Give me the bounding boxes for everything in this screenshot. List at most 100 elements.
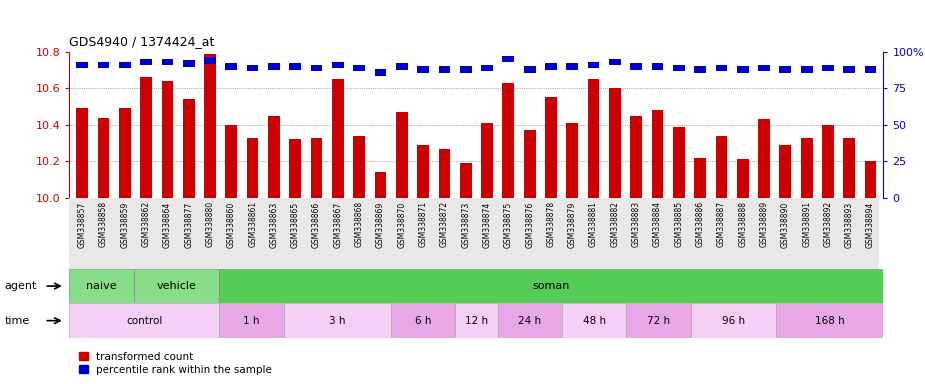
Bar [587,79,599,198]
Bar [119,62,130,68]
Text: GSM338867: GSM338867 [333,201,342,248]
Bar [566,63,578,70]
Bar [758,119,770,198]
Bar [417,145,429,198]
Bar [844,66,855,73]
Bar [247,137,258,198]
Text: GSM338873: GSM338873 [462,201,470,248]
Text: GSM338893: GSM338893 [845,201,854,248]
Bar [865,161,877,198]
Bar [162,81,173,198]
Bar [587,62,599,68]
Text: 24 h: 24 h [518,316,541,326]
Text: GSM338883: GSM338883 [632,201,641,247]
Bar [396,63,408,70]
Bar [69,303,219,338]
Text: GSM338888: GSM338888 [738,201,747,247]
Text: soman: soman [533,281,570,291]
Bar [626,303,691,338]
Bar [219,269,883,303]
Text: 3 h: 3 h [329,316,345,326]
Bar [695,158,706,198]
Bar [737,66,748,73]
Text: GSM338875: GSM338875 [504,201,512,248]
Text: GSM338881: GSM338881 [589,201,598,247]
Text: GSM338889: GSM338889 [759,201,769,247]
Bar [438,149,450,198]
Text: GSM338869: GSM338869 [376,201,385,248]
Bar [268,116,279,198]
Bar [502,83,514,198]
Bar [776,303,883,338]
Text: GSM338891: GSM338891 [802,201,811,247]
Text: GSM338892: GSM338892 [823,201,832,247]
Text: GSM338863: GSM338863 [269,201,278,248]
Bar [801,66,812,73]
Text: GSM338868: GSM338868 [354,201,364,247]
Text: 96 h: 96 h [722,316,745,326]
Bar [801,137,812,198]
Bar [716,136,727,198]
Bar [141,59,152,65]
Bar [651,63,663,70]
Text: GSM338879: GSM338879 [568,201,577,248]
Bar [566,123,578,198]
Bar [524,130,536,198]
Bar [353,65,365,71]
Bar [780,145,791,198]
Bar [545,63,557,70]
Text: GSM338884: GSM338884 [653,201,662,247]
Bar [390,303,455,338]
Text: GSM338880: GSM338880 [205,201,215,247]
Bar [226,63,237,70]
Bar [76,62,88,68]
Bar [284,303,390,338]
Bar [691,303,776,338]
Bar [69,269,133,303]
Bar [481,65,493,71]
Text: 168 h: 168 h [815,316,845,326]
Bar [141,78,152,198]
Bar [375,69,387,76]
Bar [119,108,130,198]
Bar [375,172,387,198]
Bar [460,66,472,73]
Text: 1 h: 1 h [243,316,260,326]
Bar [353,136,365,198]
Text: agent: agent [5,281,37,291]
Bar [183,99,194,198]
Text: GSM338894: GSM338894 [866,201,875,248]
Bar [695,66,706,73]
Bar [609,88,621,198]
Text: GSM338876: GSM338876 [525,201,534,248]
Text: GSM338890: GSM338890 [781,201,790,248]
Text: vehicle: vehicle [156,281,196,291]
Text: GSM338871: GSM338871 [419,201,427,247]
Text: GSM338882: GSM338882 [610,201,620,247]
Text: 12 h: 12 h [464,316,488,326]
Bar [498,303,562,338]
Bar [651,110,663,198]
Bar [290,63,302,70]
Bar [311,137,323,198]
Text: GSM338862: GSM338862 [142,201,151,247]
Text: GSM338857: GSM338857 [78,201,87,248]
Text: GSM338887: GSM338887 [717,201,726,247]
Bar [268,63,279,70]
Text: GSM338859: GSM338859 [120,201,130,248]
Bar [758,65,770,71]
Text: GSM338885: GSM338885 [674,201,684,247]
Text: naive: naive [86,281,117,291]
Bar [562,303,626,338]
Bar [630,63,642,70]
Bar [332,79,344,198]
Bar [545,98,557,198]
Bar [226,125,237,198]
Bar [844,137,855,198]
Bar [673,127,684,198]
Bar [247,65,258,71]
Text: GSM338864: GSM338864 [163,201,172,248]
Text: 72 h: 72 h [647,316,670,326]
Bar [822,65,833,71]
Bar [204,57,216,64]
